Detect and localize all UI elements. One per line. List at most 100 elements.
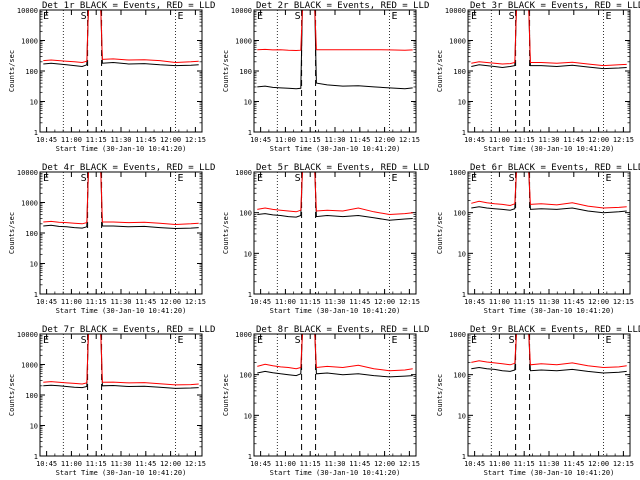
x-tick-label: 11:30 xyxy=(538,460,559,468)
x-tick-label: 12:15 xyxy=(399,460,420,468)
y-tick-label: 1 xyxy=(462,291,466,299)
x-tick-label: 12:00 xyxy=(160,136,181,144)
y-tick-label: 1 xyxy=(462,129,466,137)
x-tick-label: 11:15 xyxy=(86,298,107,306)
x-tick-label: 12:00 xyxy=(374,460,395,468)
y-tick-label: 10 xyxy=(458,250,466,258)
x-tick-label: 11:45 xyxy=(563,460,584,468)
detector-panel-3: Det 3r BLACK = Events, RED = LLD 1 10 100 10… xyxy=(436,1,640,153)
x-tick-label: 10:45 xyxy=(36,298,57,306)
events-series-line xyxy=(471,9,627,70)
lld-series-line xyxy=(43,171,199,226)
x-tick-label: 12:00 xyxy=(374,136,395,144)
x-tick-label: 11:00 xyxy=(489,298,510,306)
x-tick-label: 11:00 xyxy=(489,460,510,468)
marker-label-e: E xyxy=(43,335,49,346)
x-tick-label: 11:15 xyxy=(300,136,321,144)
x-tick-label: 10:45 xyxy=(464,136,485,144)
y-axis-label: Counts/sec xyxy=(8,374,16,416)
y-tick-label: 1000 xyxy=(21,362,38,370)
x-tick-label: 11:15 xyxy=(514,136,535,144)
marker-label-s: S xyxy=(509,335,515,346)
marker-label-s: S xyxy=(295,173,301,184)
y-tick-label: 10000 xyxy=(17,331,38,339)
marker-label-e: E xyxy=(43,173,49,184)
marker-label-s: S xyxy=(81,11,87,22)
x-tick-label: 11:15 xyxy=(300,298,321,306)
plot-frame xyxy=(39,171,203,295)
y-axis-label: Counts/sec xyxy=(436,374,444,416)
panel-title: Det 8r BLACK = Events, RED = LLD xyxy=(256,325,429,335)
marker-label-e: E xyxy=(43,11,49,22)
x-tick-label: 11:45 xyxy=(349,136,370,144)
detector-panel-6: Det 6r BLACK = Events, RED = LLD 1 10 100 10… xyxy=(436,163,640,315)
panel-title: Det 4r BLACK = Events, RED = LLD xyxy=(42,163,215,173)
x-tick-label: 10:45 xyxy=(464,460,485,468)
panel-title: Det 7r BLACK = Events, RED = LLD xyxy=(42,325,215,335)
x-tick-label: 11:45 xyxy=(563,298,584,306)
x-tick-label: 11:00 xyxy=(61,460,82,468)
y-tick-label: 1 xyxy=(34,291,38,299)
y-axis-label: Counts/sec xyxy=(436,212,444,254)
x-tick-label: 11:15 xyxy=(86,460,107,468)
y-tick-label: 1 xyxy=(462,453,466,461)
detector-panel-9: Det 9r BLACK = Events, RED = LLD 1 10 100 10… xyxy=(436,325,640,477)
marker-label-e-end: E xyxy=(392,11,398,22)
x-tick-label: 10:45 xyxy=(36,460,57,468)
x-axis-label: Start Time (30-Jan-10 10:41:20) xyxy=(56,145,187,153)
y-axis-label: Counts/sec xyxy=(8,50,16,92)
panel-title: Det 1r BLACK = Events, RED = LLD xyxy=(42,1,215,11)
x-tick-label: 12:15 xyxy=(185,460,206,468)
x-tick-label: 11:00 xyxy=(275,298,296,306)
y-tick-label: 10 xyxy=(30,99,38,107)
x-tick-label: 11:45 xyxy=(349,460,370,468)
x-tick-label: 10:45 xyxy=(250,298,271,306)
plot-frame xyxy=(253,171,417,295)
y-tick-label: 100 xyxy=(453,372,466,380)
x-tick-label: 11:45 xyxy=(135,136,156,144)
marker-label-e-end: E xyxy=(178,335,184,346)
y-tick-label: 10000 xyxy=(17,7,38,15)
marker-label-e-end: E xyxy=(178,173,184,184)
y-tick-label: 100 xyxy=(453,68,466,76)
y-axis-label: Counts/sec xyxy=(222,212,230,254)
y-tick-label: 100 xyxy=(453,210,466,218)
marker-label-s: S xyxy=(81,335,87,346)
x-axis-label: Start Time (30-Jan-10 10:41:20) xyxy=(270,307,401,315)
y-tick-label: 1 xyxy=(248,453,252,461)
panel-title: Det 6r BLACK = Events, RED = LLD xyxy=(470,163,640,173)
marker-label-s: S xyxy=(509,173,515,184)
detector-panel-2: Det 2r BLACK = Events, RED = LLD 1 10 100 10… xyxy=(222,1,429,153)
y-tick-label: 10 xyxy=(458,412,466,420)
y-tick-label: 1000 xyxy=(449,38,466,46)
y-tick-label: 1 xyxy=(34,129,38,137)
panel-title: Det 9r BLACK = Events, RED = LLD xyxy=(470,325,640,335)
plot-frame xyxy=(253,333,417,457)
plot-frame xyxy=(39,9,203,133)
x-tick-label: 12:15 xyxy=(399,298,420,306)
y-tick-label: 10 xyxy=(244,250,252,258)
y-tick-label: 100 xyxy=(25,230,38,238)
y-tick-label: 1 xyxy=(248,291,252,299)
x-tick-label: 11:00 xyxy=(275,136,296,144)
x-tick-label: 12:00 xyxy=(160,460,181,468)
x-tick-label: 11:15 xyxy=(86,136,107,144)
plot-frame xyxy=(39,333,203,457)
lld-series-line xyxy=(43,9,199,64)
y-tick-label: 1000 xyxy=(235,169,252,177)
marker-label-e-end: E xyxy=(606,173,612,184)
x-tick-label: 11:30 xyxy=(110,460,131,468)
x-tick-label: 11:15 xyxy=(514,460,535,468)
y-axis-label: Counts/sec xyxy=(222,374,230,416)
y-axis-label: Counts/sec xyxy=(8,212,16,254)
marker-label-e-end: E xyxy=(392,173,398,184)
panel-title: Det 3r BLACK = Events, RED = LLD xyxy=(470,1,640,11)
y-tick-label: 10 xyxy=(30,423,38,431)
x-axis-label: Start Time (30-Jan-10 10:41:20) xyxy=(484,145,615,153)
detector-panel-1: Det 1r BLACK = Events, RED = LLD 1 10 100 10… xyxy=(8,1,215,153)
x-tick-label: 12:00 xyxy=(588,136,609,144)
x-axis-label: Start Time (30-Jan-10 10:41:20) xyxy=(270,145,401,153)
y-tick-label: 1 xyxy=(248,129,252,137)
x-tick-label: 11:00 xyxy=(489,136,510,144)
